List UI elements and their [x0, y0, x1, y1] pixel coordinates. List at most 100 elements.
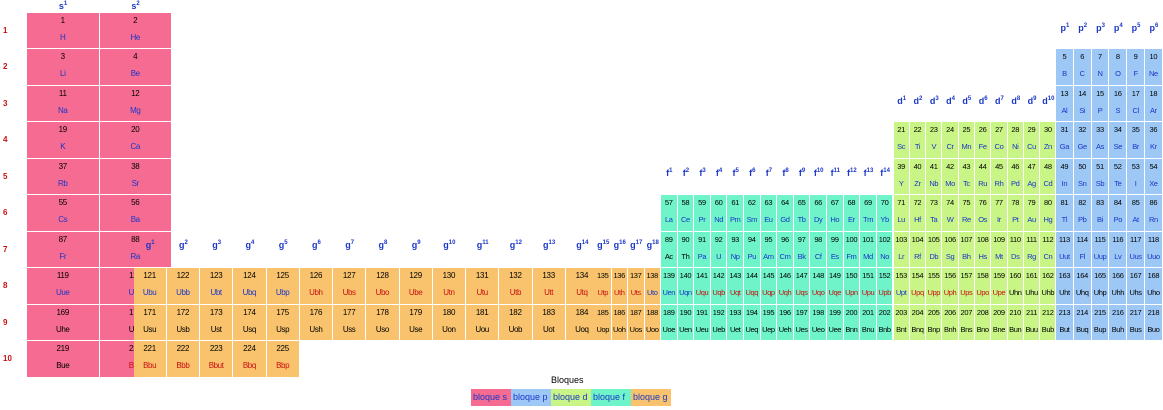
atomic-number: 169: [56, 307, 70, 317]
atomic-number: 110: [1009, 234, 1021, 244]
element-symbol: Br: [1132, 142, 1139, 151]
element-cell: 155 Upp: [926, 268, 943, 305]
element-cell: 67 Ho: [827, 195, 844, 232]
atomic-number: 144: [745, 271, 758, 280]
atomic-number: 181: [475, 307, 489, 317]
element-cell: 47 Ag: [1023, 158, 1041, 195]
legend-item-f: bloque f: [591, 389, 631, 406]
element-cell: 51 Sb: [1091, 158, 1110, 195]
element-cell: 205 Bnp: [926, 304, 943, 341]
element-symbol: Ir: [997, 215, 1001, 224]
element-cell: 104 Rf: [909, 231, 927, 268]
atomic-number: 174: [243, 307, 256, 317]
element-cell: 135 Utp: [595, 268, 612, 305]
element-symbol: Db: [929, 251, 939, 261]
element-cell: 17 Cl: [1127, 85, 1145, 122]
element-symbol: Dy: [814, 215, 823, 224]
orbital-header: g1: [145, 240, 155, 250]
element-cell: 13 Al: [1056, 85, 1074, 122]
element-symbol: Ube: [408, 288, 423, 297]
atomic-number: 166: [1111, 271, 1124, 280]
element-symbol: V: [931, 142, 937, 151]
element-symbol: Rn: [1149, 215, 1158, 224]
atomic-number: 73: [929, 198, 938, 207]
atomic-number: 203: [895, 307, 907, 317]
atomic-number: 53: [1131, 161, 1140, 171]
element-symbol: Uen: [662, 288, 676, 297]
atomic-number: 162: [1042, 271, 1054, 280]
element-cell: 100 Fm: [843, 231, 861, 268]
orbital-header: f7: [765, 168, 773, 178]
element-symbol: Bbu: [143, 361, 157, 370]
atomic-number: 61: [731, 198, 740, 207]
element-cell: 109 Mt: [991, 231, 1008, 268]
element-cell: 106 Sg: [942, 231, 959, 268]
element-cell: 84 Po: [1109, 195, 1128, 232]
element-cell: 150 Upn: [843, 268, 861, 305]
atomic-number: 172: [176, 307, 190, 317]
element-symbol: Uob: [508, 324, 523, 334]
element-symbol: Au: [1027, 215, 1036, 224]
atomic-number: 43: [962, 161, 971, 171]
element-symbol: Upp: [927, 288, 941, 297]
atomic-number: 125: [276, 271, 289, 280]
orbital-header: d1: [897, 96, 907, 106]
atomic-number: 177: [342, 307, 356, 317]
atomic-number: 191: [696, 307, 708, 317]
atomic-number: 225: [276, 344, 289, 353]
atomic-number: 41: [929, 161, 938, 171]
element-cell: 221 Bbu: [133, 341, 167, 378]
orbital-header: d3: [929, 96, 939, 106]
element-cell: 58 Ce: [677, 195, 695, 232]
orbital-header: g10: [443, 240, 456, 250]
element-symbol: Zr: [914, 178, 921, 188]
orbital-header: g2: [178, 240, 188, 250]
element-symbol: Buq: [1076, 324, 1089, 334]
atomic-number: 182: [509, 307, 522, 317]
atomic-number: 195: [762, 307, 775, 317]
atomic-number: 21: [897, 125, 906, 134]
element-symbol: Uot: [543, 324, 555, 334]
element-symbol: Ds: [1011, 251, 1020, 261]
element-symbol: Ho: [830, 215, 840, 224]
atomic-number: 113: [1058, 234, 1070, 244]
element-cell: 219 Bue: [27, 341, 100, 378]
element-symbol: Ac: [664, 251, 673, 261]
element-symbol: Th: [681, 251, 690, 261]
element-symbol: Uus: [1129, 251, 1143, 261]
element-symbol: Uhq: [1075, 288, 1089, 297]
element-cell: 126 Ubh: [299, 268, 333, 305]
element-symbol: Pd: [1011, 178, 1020, 188]
atomic-number: 44: [978, 161, 987, 171]
element-symbol: Ueq: [745, 324, 759, 334]
element-cell: 208 Bno: [975, 304, 992, 341]
atomic-number: 28: [1011, 125, 1020, 134]
element-cell: 39 Y: [893, 158, 910, 195]
element-symbol: Uoo: [645, 324, 659, 334]
legend-item-g: bloque g: [631, 389, 671, 406]
atomic-number: 194: [745, 307, 758, 317]
element-cell: 165 Uhp: [1091, 268, 1110, 305]
atomic-number: 100: [845, 234, 858, 244]
element-symbol: Rf: [914, 251, 921, 261]
atomic-number: 57: [664, 198, 673, 207]
element-symbol: Ar: [1150, 105, 1157, 115]
element-symbol: Xe: [1149, 178, 1158, 188]
orbital-header: d9: [1027, 96, 1037, 106]
orbital-header: d8: [1011, 96, 1021, 106]
element-cell: 118 Uuo: [1145, 231, 1163, 268]
element-cell: 123 Ubt: [200, 268, 234, 305]
orbital-header: g12: [509, 240, 522, 250]
element-cell: 77 Ir: [991, 195, 1008, 232]
element-symbol: Utu: [476, 288, 489, 297]
element-symbol: Na: [58, 105, 68, 115]
atomic-number: 36: [1149, 125, 1158, 134]
element-cell: 159 Upe: [991, 268, 1008, 305]
element-symbol: Uht: [1059, 288, 1070, 297]
orbital-header: p4: [1113, 23, 1123, 33]
atomic-number: 19: [58, 125, 68, 134]
element-cell: 160 Uhn: [1007, 268, 1024, 305]
element-cell: 31 Ga: [1056, 122, 1074, 159]
atomic-number: 132: [509, 271, 522, 280]
